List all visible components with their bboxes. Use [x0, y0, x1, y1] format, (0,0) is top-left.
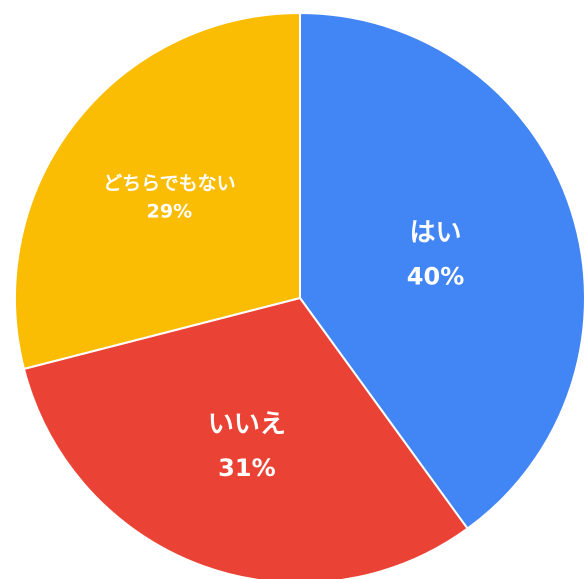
pie-slice: [14, 11, 301, 371]
pie-slices: [14, 11, 586, 579]
slice-percent-label: 29%: [147, 200, 192, 222]
slice-percent-label: 31%: [218, 454, 275, 482]
slice-label: いいえ: [208, 410, 286, 440]
slice-label: はい: [410, 218, 462, 248]
pie-slice: [22, 296, 469, 579]
slice-label: どちらでもない: [103, 172, 235, 194]
pie-slice: [299, 11, 586, 530]
pie-labels: はい 40% いいえ 31% どちらでもない 29%: [103, 172, 464, 482]
slice-percent-label: 40%: [407, 262, 464, 290]
